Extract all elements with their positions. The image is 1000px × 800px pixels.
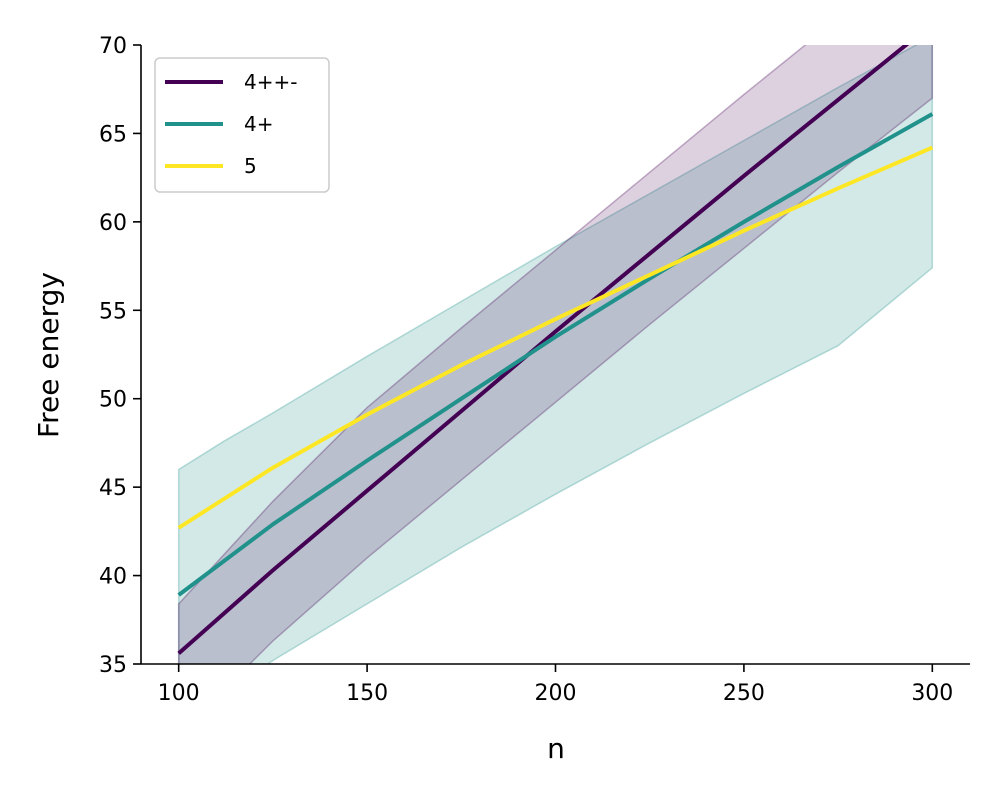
y-tick-label: 35 — [99, 653, 127, 678]
y-ticks: 35 40 45 50 55 60 65 70 — [99, 34, 141, 678]
series-lines — [177, 45, 934, 655]
x-tick-label: 200 — [535, 681, 577, 706]
x-axis-label: n — [547, 732, 565, 765]
x-tick-label: 250 — [723, 681, 765, 706]
x-tick-label: 100 — [158, 681, 200, 706]
x-tick-label: 300 — [911, 681, 953, 706]
y-tick-label: 50 — [99, 388, 127, 413]
series-line-5 — [177, 145, 934, 530]
y-tick-label: 70 — [99, 34, 127, 59]
legend-label-4+: 4+ — [244, 112, 273, 136]
y-axis-label: Free energy — [32, 272, 65, 438]
y-tick-label: 40 — [99, 565, 127, 590]
band-4+ — [177, 45, 934, 664]
legend-box — [154, 57, 330, 193]
y-tick-label: 55 — [99, 299, 127, 324]
legend-label-5: 5 — [244, 154, 257, 178]
y-tick-label: 60 — [99, 211, 127, 236]
band-4++- — [177, 45, 934, 664]
y-tick-label: 45 — [99, 476, 127, 501]
x-tick-label: 150 — [346, 681, 388, 706]
series-line-4++- — [177, 45, 910, 655]
legend-label-4++-: 4++- — [244, 70, 297, 94]
y-tick-label: 65 — [99, 122, 127, 147]
legend: 4++- 4+ 5 — [154, 57, 330, 193]
confidence-bands — [177, 45, 934, 664]
x-ticks: 100 150 200 250 300 — [158, 664, 953, 706]
series-line-4+ — [177, 112, 934, 597]
